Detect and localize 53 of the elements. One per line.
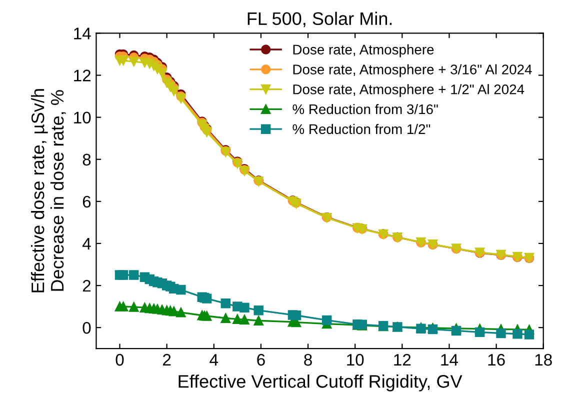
point xyxy=(118,270,128,280)
point xyxy=(524,330,534,340)
point xyxy=(176,308,186,318)
legend-label: % Reduction from 1/2" xyxy=(292,124,430,134)
point xyxy=(129,56,139,66)
point xyxy=(254,316,264,326)
point xyxy=(176,284,186,295)
x-tick-label: 18 xyxy=(535,354,552,366)
point xyxy=(254,305,264,316)
point xyxy=(291,310,302,320)
x-tick-label: 4 xyxy=(210,354,218,366)
y-tick-label: 4 xyxy=(82,238,91,250)
point xyxy=(220,298,231,308)
point xyxy=(496,328,506,338)
x-tick-label: 0 xyxy=(116,354,124,366)
x-tick-label: 14 xyxy=(441,354,458,366)
point xyxy=(232,314,242,324)
point xyxy=(202,294,212,304)
y-tick-label: 14 xyxy=(74,28,91,40)
point xyxy=(474,327,485,338)
y-tick-label: 2 xyxy=(82,280,91,292)
y-tick-label: 0 xyxy=(82,322,91,334)
y-tick-label: 6 xyxy=(82,196,91,208)
x-tick-label: 6 xyxy=(257,354,265,366)
point xyxy=(157,68,167,78)
x-tick-label: 2 xyxy=(163,354,171,366)
legend-label: % Reduction from 3/16" xyxy=(292,104,438,114)
legend-label: Dose rate, Atmosphere + 3/16" Al 2024 xyxy=(293,64,532,78)
point xyxy=(240,302,250,312)
point xyxy=(129,302,139,312)
point xyxy=(176,94,186,104)
x-tick-label: 16 xyxy=(488,354,505,366)
point xyxy=(220,313,231,323)
x-axis-title: Effective Vertical Cutoff Rigidity, GV xyxy=(178,374,462,392)
legend-label: Dose rate, Atmosphere xyxy=(293,44,434,58)
x-tick-label: 10 xyxy=(347,354,364,366)
point xyxy=(512,329,522,339)
legend-label: Dose rate, Atmosphere + 1/2" Al 2024 xyxy=(293,84,524,98)
x-tick-label: 8 xyxy=(304,354,312,366)
point xyxy=(322,315,332,326)
y-axis-title: Effective dose rate, µSv/h Decrease in dose rate, % xyxy=(30,89,66,292)
chart-title: FL 500, Solar Min. xyxy=(248,12,392,28)
point xyxy=(169,306,179,316)
y-tick-label: 10 xyxy=(74,112,91,124)
point xyxy=(118,56,128,66)
point xyxy=(118,302,128,312)
point xyxy=(451,326,462,336)
y-tick-label: 8 xyxy=(82,154,91,166)
y-tick-label: 12 xyxy=(74,70,91,82)
point xyxy=(202,311,212,321)
point xyxy=(240,314,250,324)
point xyxy=(129,270,139,280)
x-tick-label: 12 xyxy=(394,354,411,366)
